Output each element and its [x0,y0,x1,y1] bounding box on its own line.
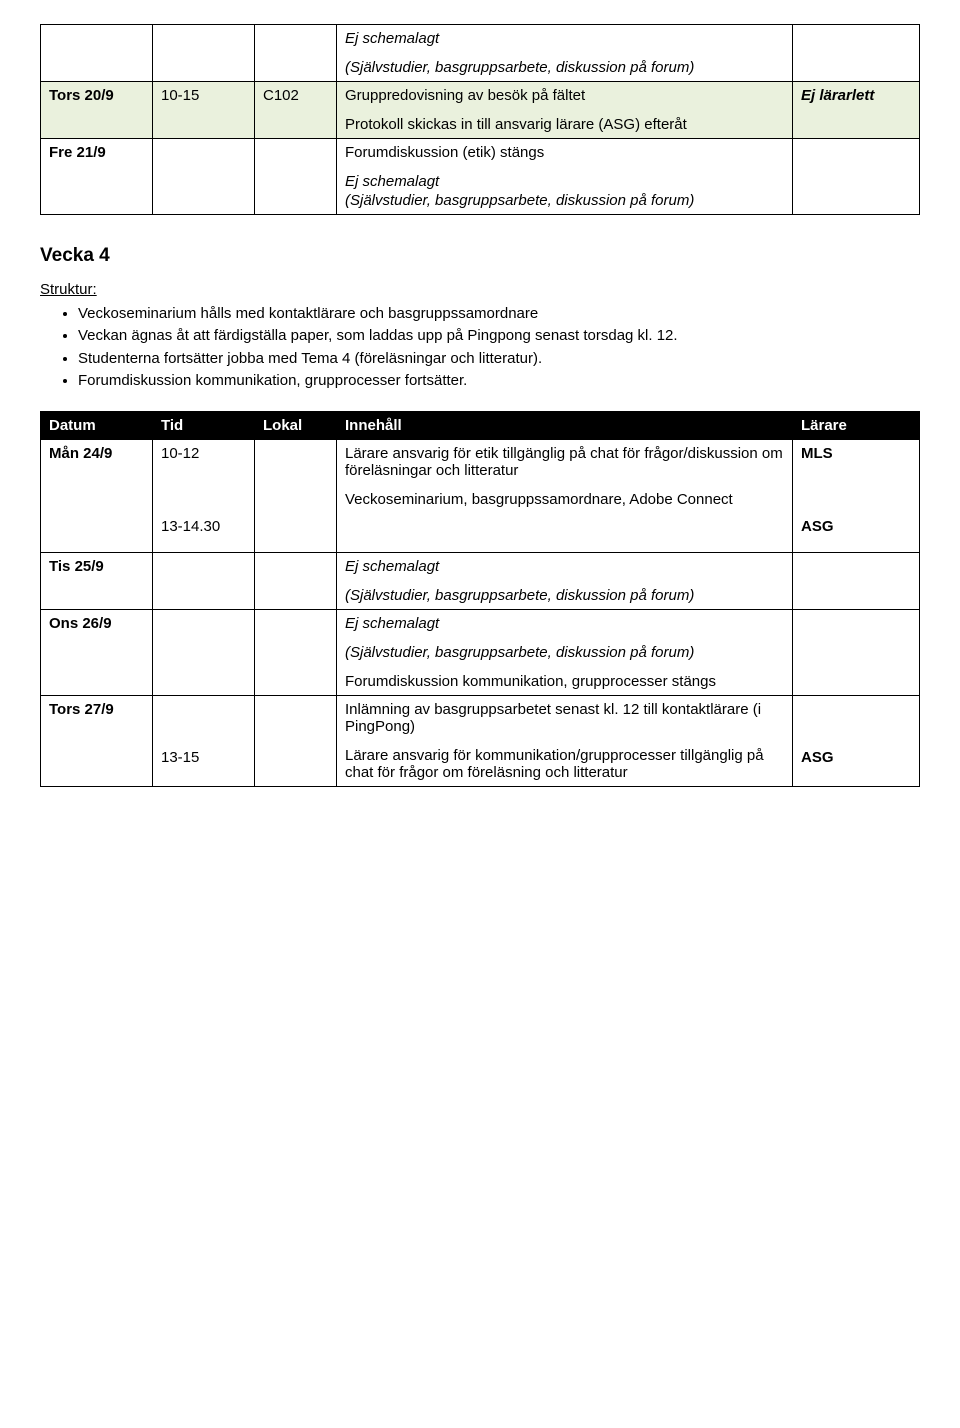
list-item: Studenterna fortsätter jobba med Tema 4 … [78,349,920,369]
cell-date: Mån 24/9 [41,440,153,553]
cell-date: Fre 21/9 [41,139,153,215]
cell-teacher: ASG [801,518,911,535]
th-teacher: Lärare [793,412,920,440]
cell-date: Tors 20/9 [41,82,153,139]
cell-teacher: ASG [801,749,911,766]
cell-note: (Självstudier, basgruppsarbete, diskussi… [345,587,784,604]
table-row: Fre 21/9 Forumdiskussion (etik) stängs E… [41,139,920,215]
cell-title: Ej schemalagt [345,173,784,190]
cell-room: C102 [255,82,337,139]
schedule-table-2: Datum Tid Lokal Innehåll Lärare Mån 24/9… [40,411,920,787]
list-item: Forumdiskussion kommunikation, grupproce… [78,371,920,391]
cell-teacher: Ej lärarlett [793,82,920,139]
cell-title: Ej schemalagt [345,30,784,47]
cell-title: Ej schemalagt [345,615,784,632]
table-row: Ej schemalagt (Självstudier, basgruppsar… [41,25,920,82]
table-row: Ons 26/9 Ej schemalagt (Självstudier, ba… [41,610,920,696]
struktur-label: Struktur: [40,281,920,298]
cell-note: (Självstudier, basgruppsarbete, diskussi… [345,59,784,76]
table-row: Tors 27/9 13-15 Inlämning av basgruppsar… [41,696,920,787]
cell-date: Tis 25/9 [41,553,153,610]
cell-sub: Protokoll skickas in till ansvarig lärar… [345,116,784,133]
struktur-list: Veckoseminarium hålls med kontaktlärare … [40,304,920,391]
cell-teacher: MLS [801,445,911,462]
cell-main: Gruppredovisning av besök på fältet [345,87,784,104]
th-room: Lokal [255,412,337,440]
cell-main: Forumdiskussion (etik) stängs [345,144,784,161]
cell-time: 13-14.30 [161,518,246,535]
list-item: Veckoseminarium hålls med kontaktlärare … [78,304,920,324]
th-content: Innehåll [337,412,793,440]
cell-content: Veckoseminarium, basgruppssamordnare, Ad… [345,491,784,508]
table-row: Tors 20/9 10-15 C102 Gruppredovisning av… [41,82,920,139]
cell-time: 10-15 [153,82,255,139]
week-heading: Vecka 4 [40,245,920,267]
cell-content: Lärare ansvarig för etik tillgänglig på … [345,445,784,479]
cell-title: Ej schemalagt [345,558,784,575]
cell-time: 13-15 [161,749,246,766]
table-row: Tis 25/9 Ej schemalagt (Självstudier, ba… [41,553,920,610]
cell-date: Ons 26/9 [41,610,153,696]
schedule-table-1: Ej schemalagt (Självstudier, basgruppsar… [40,24,920,215]
cell-date: Tors 27/9 [41,696,153,787]
cell-content: Lärare ansvarig för kommunikation/gruppr… [345,747,784,781]
table-header: Datum Tid Lokal Innehåll Lärare [41,412,920,440]
cell-extra: Forumdiskussion kommunikation, grupproce… [345,673,784,690]
th-time: Tid [153,412,255,440]
cell-content: Inlämning av basgruppsarbetet senast kl.… [345,701,784,735]
cell-note: (Självstudier, basgruppsarbete, diskussi… [345,192,784,209]
cell-time: 10-12 [161,445,246,462]
th-date: Datum [41,412,153,440]
cell-note: (Självstudier, basgruppsarbete, diskussi… [345,644,784,661]
list-item: Veckan ägnas åt att färdigställa paper, … [78,326,920,346]
table-row: Mån 24/9 10-12 13-14.30 Lärare ansvarig … [41,440,920,553]
